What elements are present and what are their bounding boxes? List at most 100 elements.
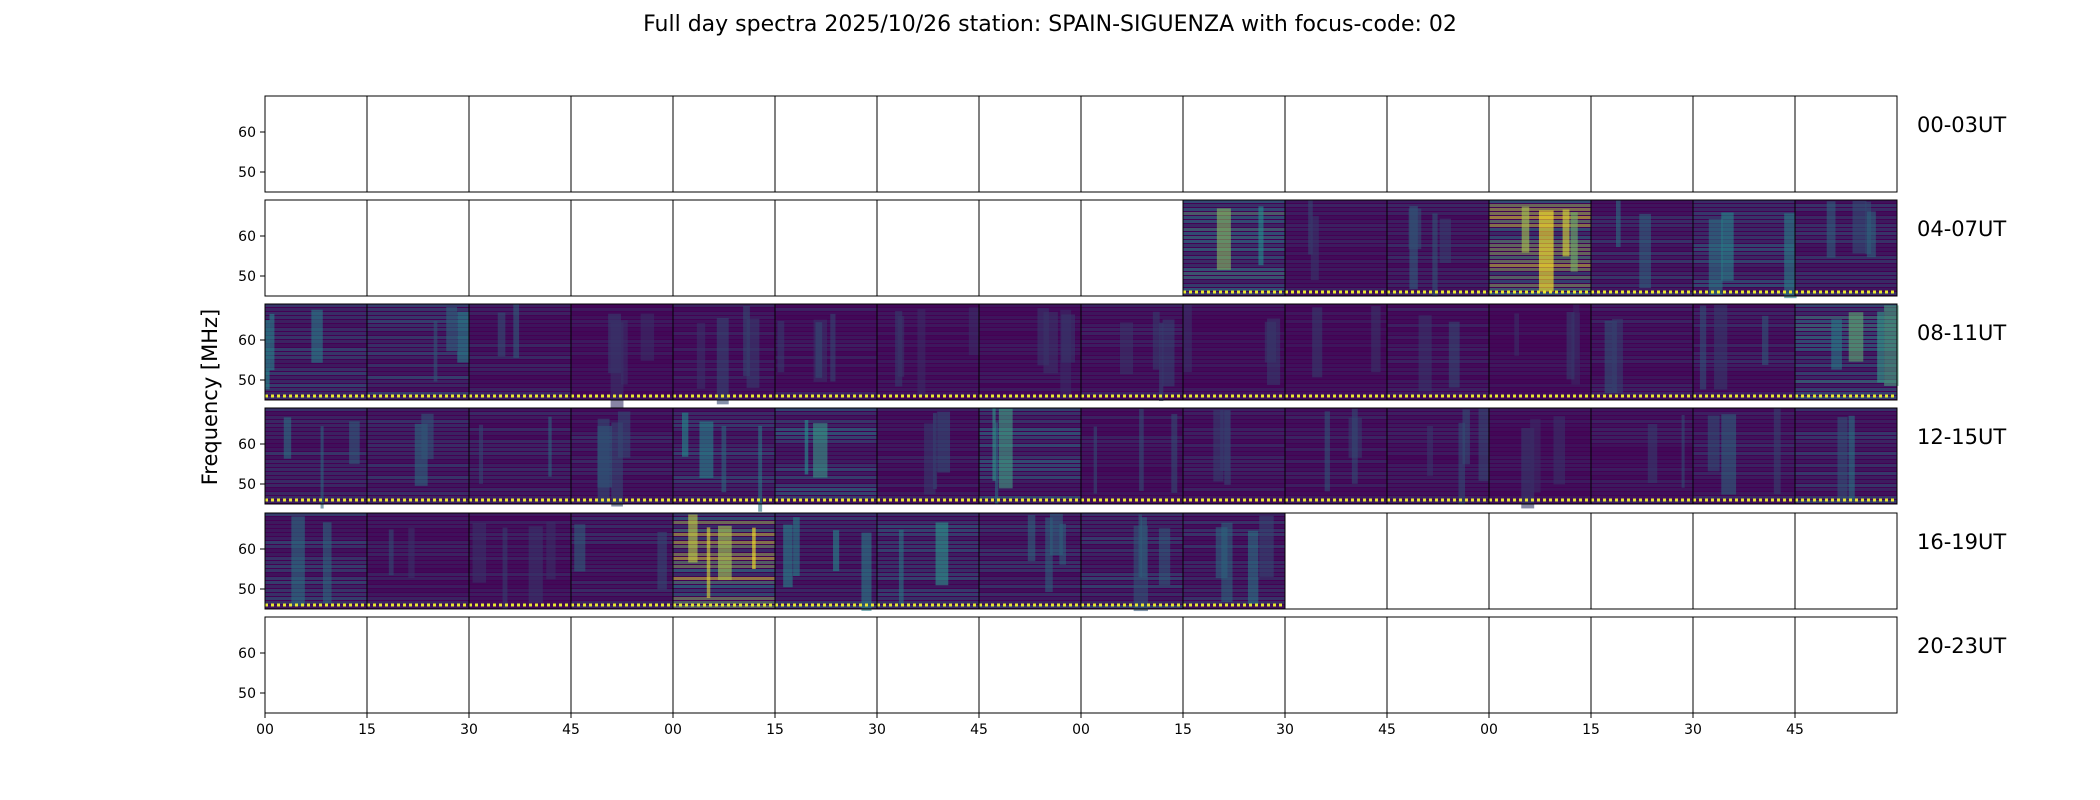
spectrum-stripe — [265, 412, 367, 415]
spectrum-stripe — [1183, 256, 1285, 259]
spectrum-stripe — [1489, 200, 1591, 203]
spectrum-stripe — [1387, 240, 1489, 243]
spectrum-stripe — [979, 364, 1081, 367]
panel-frame — [1080, 616, 1184, 714]
spectrum-stripe — [1183, 316, 1285, 319]
spectrum-burst — [1264, 321, 1277, 363]
spectrum-stripe — [571, 525, 673, 528]
spectrum-stripe — [979, 573, 1081, 576]
spectrum-stripe — [1387, 492, 1489, 495]
spectrum-stripe — [1693, 240, 1795, 243]
spectrum-stripe — [1693, 212, 1795, 215]
spectrum-stripe — [1183, 272, 1285, 275]
spectrum-stripe — [1081, 408, 1183, 411]
spectrum-stripe — [1693, 244, 1795, 247]
spectrum-stripe — [979, 484, 1081, 487]
spectrum-stripe — [1081, 420, 1183, 423]
spectrum-stripe — [367, 360, 469, 363]
spectrum-stripe — [877, 348, 979, 351]
spectrum-stripe — [1387, 448, 1489, 451]
spectrum-stripe — [1285, 284, 1387, 287]
spectrum-stripe — [673, 412, 775, 415]
spectrum-stripe — [1081, 581, 1183, 584]
x-tick-label: 00 — [256, 722, 274, 738]
spectrum-stripe — [1387, 252, 1489, 255]
spectrum-stripe — [1285, 340, 1387, 343]
spectrum-stripe — [877, 364, 979, 367]
spectrum-stripe — [775, 577, 877, 580]
panel-frame — [1794, 616, 1898, 714]
spectrum-burst — [1259, 515, 1274, 578]
spectrum-stripe — [775, 521, 877, 524]
spectrum-stripe — [265, 585, 367, 588]
spectrum-burst — [1418, 315, 1432, 392]
spectrum-stripe — [1081, 585, 1183, 588]
spectrum-stripe — [1081, 424, 1183, 427]
spectrum-stripe — [877, 549, 979, 552]
spectrum-stripe — [265, 468, 367, 471]
spectrum-stripe — [1795, 344, 1897, 347]
spectrum-stripe — [1693, 448, 1795, 451]
spectrum-stripe — [469, 517, 571, 520]
spectrum-burst — [1119, 322, 1134, 375]
panel-frame — [1692, 616, 1796, 714]
spectrum-stripe — [1285, 444, 1387, 447]
spectrum-stripe — [1387, 340, 1489, 343]
spectrum-stripe — [1795, 244, 1897, 247]
spectrum-stripe — [877, 372, 979, 375]
spectrum-stripe — [1693, 492, 1795, 495]
spectrum-stripe — [367, 336, 469, 339]
spectrum-stripe — [1183, 228, 1285, 231]
spectrum-stripe — [469, 372, 571, 375]
spectrum-stripe — [367, 557, 469, 560]
spectrum-stripe — [1081, 428, 1183, 431]
spectrum-stripe — [775, 557, 877, 560]
spectrum-burst — [1530, 419, 1541, 493]
spectrum-stripe — [673, 593, 775, 596]
spectrum-burst — [1831, 319, 1842, 370]
spectrum-stripe — [367, 412, 469, 415]
spectrum-stripe — [469, 316, 571, 319]
spectrum-stripe — [1693, 288, 1795, 291]
spectrum-burst — [478, 424, 484, 484]
spectrum-stripe — [877, 533, 979, 536]
spectrum-stripe — [1693, 220, 1795, 223]
spectrum-stripe — [1489, 304, 1591, 307]
y-tick-label: 50 — [238, 269, 256, 285]
spectrum-stripe — [1081, 440, 1183, 443]
spectrum-stripe — [571, 408, 673, 411]
spectrum-burst — [1612, 318, 1623, 394]
spectrum-stripe — [1795, 224, 1897, 227]
spectrum-stripe — [367, 577, 469, 580]
spectrum-stripe — [1183, 352, 1285, 355]
spectrum-stripe — [265, 513, 367, 516]
spectrum-burst — [611, 422, 623, 507]
spectrum-stripe — [367, 344, 469, 347]
spectrum-stripe — [1183, 344, 1285, 347]
spectrum-stripe — [979, 368, 1081, 371]
spectrum-stripe — [1489, 412, 1591, 415]
spectrum-stripe — [1387, 484, 1489, 487]
spectrum-stripe — [1285, 484, 1387, 487]
spectrum-stripe — [367, 380, 469, 383]
spectrum-burst — [1139, 408, 1144, 491]
spectrum-stripe — [1591, 460, 1693, 463]
spectrum-stripe — [1387, 368, 1489, 371]
spectrum-stripe — [979, 456, 1081, 459]
spectrum-stripe — [469, 541, 571, 544]
spectrum-stripe — [1387, 208, 1489, 211]
spectrum-stripe — [1387, 452, 1489, 455]
spectrum-burst — [265, 320, 270, 390]
spectrum-stripe — [1081, 589, 1183, 592]
spectrum-stripe — [265, 364, 367, 367]
spectrum-stripe — [877, 521, 979, 524]
spectrum-stripe — [1285, 416, 1387, 419]
spectrum-stripe — [1591, 340, 1693, 343]
x-tick-label: 00 — [1072, 722, 1090, 738]
spectrum-stripe — [1795, 408, 1897, 411]
spectrum-stripe — [265, 460, 367, 463]
spectrum-stripe — [877, 529, 979, 532]
spectrum-stripe — [1795, 328, 1897, 331]
spectrum-stripe — [1183, 268, 1285, 271]
